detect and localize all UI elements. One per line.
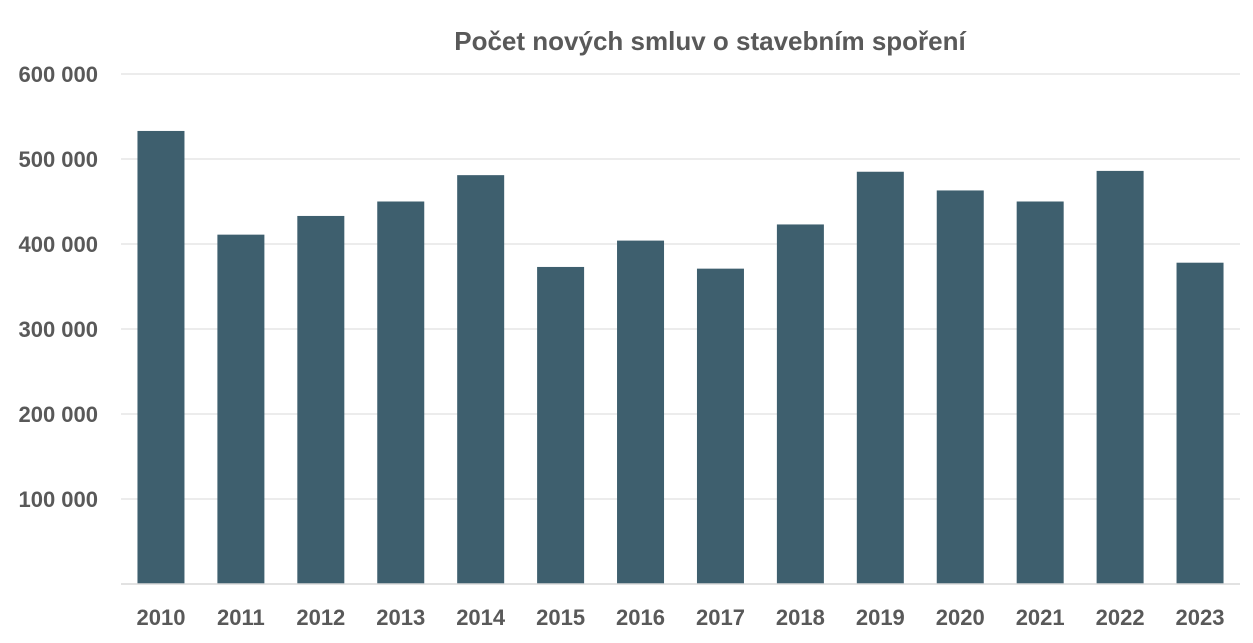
- bar-2014: [457, 175, 505, 584]
- bar-2020: [936, 190, 984, 584]
- x-axis-tick-labels: 2010 2011 2012 2013 2014 2015 2016 2017 2018 2019…: [136, 605, 1224, 630]
- x-tick-label: 2022: [1096, 605, 1145, 630]
- y-axis-tick-labels: 100 000 200 000 300 000 400 000 500 000 600 0…: [18, 62, 98, 512]
- x-tick-label: 2020: [936, 605, 985, 630]
- chart-title: Počet nových smluv o stavebním spoření: [454, 26, 966, 56]
- bar-2017: [696, 268, 744, 584]
- x-tick-label: 2016: [616, 605, 665, 630]
- x-tick-label: 2018: [776, 605, 825, 630]
- y-tick-label: 100 000: [18, 487, 98, 512]
- bar-2019: [856, 171, 904, 584]
- bar-2018: [776, 224, 824, 584]
- bar-2011: [217, 234, 265, 584]
- x-tick-label: 2010: [136, 605, 185, 630]
- x-tick-label: 2012: [296, 605, 345, 630]
- x-tick-label: 2017: [696, 605, 745, 630]
- bar-2023: [1176, 262, 1224, 584]
- x-tick-label: 2021: [1016, 605, 1065, 630]
- x-tick-label: 2015: [536, 605, 585, 630]
- x-tick-label: 2023: [1176, 605, 1225, 630]
- gridlines: [121, 73, 1240, 500]
- y-tick-label: 200 000: [18, 402, 98, 427]
- bars: [137, 130, 1224, 584]
- bar-2012: [297, 215, 345, 584]
- y-tick-label: 500 000: [18, 147, 98, 172]
- x-tick-label: 2019: [856, 605, 905, 630]
- y-tick-label: 600 000: [18, 62, 98, 87]
- y-tick-label: 300 000: [18, 317, 98, 342]
- x-tick-label: 2014: [456, 605, 506, 630]
- bar-2022: [1096, 170, 1144, 584]
- y-tick-label: 400 000: [18, 232, 98, 257]
- x-tick-label: 2011: [217, 605, 265, 630]
- bar-2015: [537, 266, 585, 584]
- x-tick-label: 2013: [376, 605, 425, 630]
- bar-2013: [377, 201, 425, 584]
- bar-2010: [137, 130, 185, 584]
- bar-2016: [617, 240, 665, 584]
- bar-2021: [1016, 201, 1064, 584]
